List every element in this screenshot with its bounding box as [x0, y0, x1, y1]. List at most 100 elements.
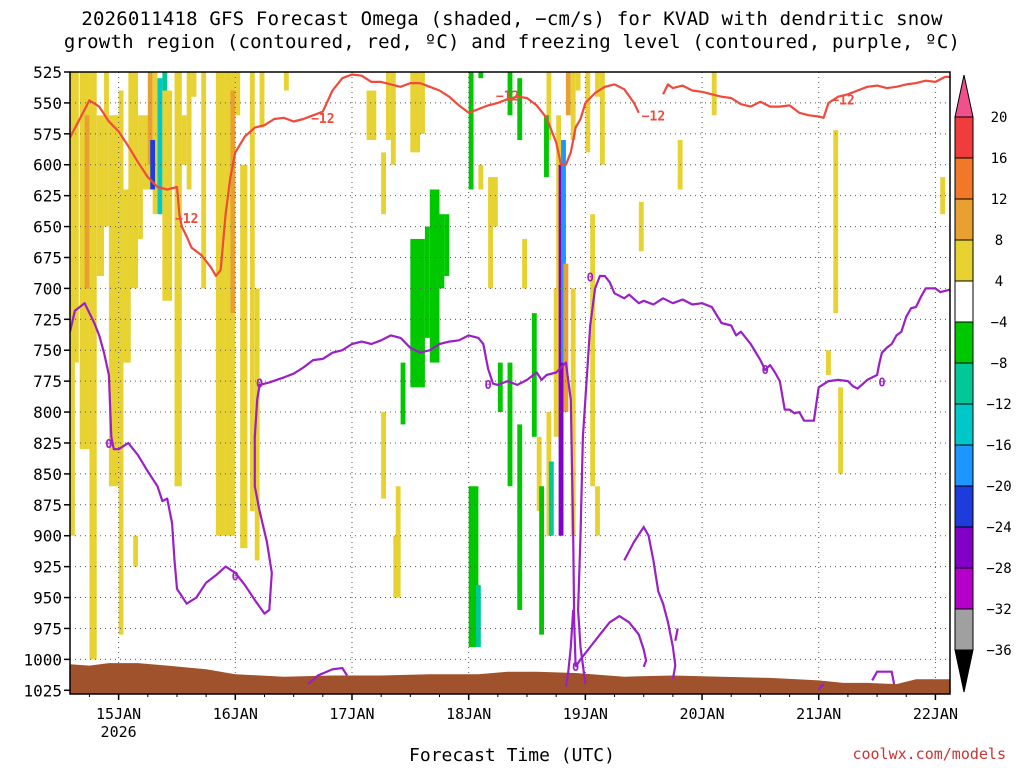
omega-cell [439, 214, 445, 289]
omega-cell [599, 72, 605, 165]
colorbar-label: −32 [986, 602, 1011, 618]
x-tick-label: 16JAN [213, 705, 258, 723]
omega-cell [73, 72, 79, 363]
colorbar-swatch [954, 485, 974, 528]
plot-frame [69, 71, 951, 695]
omega-cell [254, 288, 260, 561]
contour-line [662, 75, 950, 119]
site-credit[interactable]: coolwx.com/models [852, 745, 1006, 763]
colorbar-label: −20 [986, 479, 1011, 495]
x-tick-label: 21JAN [796, 705, 841, 723]
contour-label: 0 [485, 378, 492, 392]
x-tick-label: 17JAN [329, 705, 374, 723]
y-tick-label: 825 [33, 434, 62, 453]
colorbar-swatch [954, 157, 974, 200]
omega-cell [386, 72, 391, 141]
contour-label: −12 [311, 112, 334, 127]
colorbar-label: 4 [995, 274, 1003, 290]
omega-cell [468, 486, 479, 648]
omega-cell [410, 72, 421, 153]
contour-line [674, 628, 679, 642]
omega-cell [133, 535, 139, 567]
colorbar-label: −4 [991, 315, 1008, 331]
omega-cell [249, 72, 255, 511]
omega-cell [536, 436, 542, 511]
omega-cell [235, 72, 241, 116]
omega-cell [420, 72, 425, 134]
omega-cell [138, 115, 143, 239]
omega-cell [475, 585, 481, 648]
omega-cell [478, 164, 484, 190]
omega-cell [544, 115, 549, 178]
omega-cell [517, 424, 523, 610]
contour-label: −12 [496, 90, 519, 105]
contour-label: 0 [572, 660, 579, 674]
contour-label: 0 [105, 437, 112, 451]
omega-cell [575, 72, 581, 91]
omega-cell [230, 90, 236, 314]
contour-line [817, 683, 825, 690]
colorbar-swatch [954, 239, 974, 282]
omega-cell [539, 486, 545, 635]
omega-cell [215, 72, 226, 536]
colorbar-top-triangle [954, 74, 974, 118]
omega-cell [563, 263, 569, 413]
contour-line [577, 274, 950, 685]
y-tick-label: 650 [33, 218, 62, 237]
chart-title-line-1: 2026011418 GFS Forecast Omega (shaded, −… [81, 8, 943, 30]
omega-cell [128, 72, 139, 289]
y-axis: 525 550 575 600 625 650 675 700 725 750 775 800 825 8… [23, 63, 70, 700]
contour-label: 0 [762, 363, 769, 377]
x-tick-sublabel: 2026 [101, 723, 137, 741]
omega-cell [553, 288, 559, 437]
colorbar-swatch [954, 403, 974, 446]
x-tick-label: 19JAN [563, 705, 608, 723]
omega-cell [838, 387, 844, 474]
y-tick-label: 700 [33, 279, 62, 298]
omega-cell [585, 72, 591, 153]
omega-cell [283, 72, 289, 91]
omega-cell [104, 72, 109, 227]
omega-cell [478, 72, 484, 79]
colorbar-label: −36 [986, 643, 1011, 659]
contour-line [70, 73, 640, 278]
colorbar-label: 20 [991, 110, 1008, 126]
omega-cell [186, 72, 192, 190]
contour-labels: −12 −12 −12 −12 −12 0 0 0 0 0 0 0 0 [105, 90, 885, 674]
contour-line [564, 609, 575, 687]
omega-cell [400, 362, 406, 425]
omega-cell [220, 78, 226, 239]
omega-cell [259, 72, 265, 128]
omega-cell [174, 72, 182, 487]
omega-cell [488, 177, 498, 227]
colorbar-swatch [954, 567, 974, 610]
colorbar-swatch [954, 280, 974, 323]
colorbar-bottom-triangle [954, 649, 974, 693]
omega-cell [366, 90, 377, 141]
x-tick-label: 22JAN [913, 705, 958, 723]
y-tick-label: 600 [33, 156, 62, 175]
omega-cell [590, 214, 596, 487]
omega-cell [108, 115, 119, 487]
omega-cell [191, 72, 197, 97]
y-tick-label: 750 [33, 341, 62, 360]
contour-line [70, 302, 577, 666]
omega-cell [497, 362, 503, 413]
omega-cell [595, 72, 600, 97]
colorbar-swatch [954, 526, 974, 569]
omega-cell [393, 535, 401, 598]
colorbar-label: −8 [991, 356, 1008, 372]
x-tick-label: 20JAN [679, 705, 724, 723]
y-tick-label: 1025 [23, 681, 62, 700]
omega-cell [381, 152, 387, 215]
omega-cell [201, 72, 207, 289]
omega-cell [390, 72, 396, 165]
omega-cell [517, 78, 523, 141]
colorbar-swatch [954, 321, 974, 364]
contour-label: 0 [587, 270, 594, 284]
contour-label: −12 [831, 93, 854, 108]
y-tick-label: 975 [33, 619, 62, 638]
omega-cell [181, 115, 187, 165]
x-tick-label: 18JAN [446, 705, 491, 723]
omega-cell [507, 362, 513, 487]
